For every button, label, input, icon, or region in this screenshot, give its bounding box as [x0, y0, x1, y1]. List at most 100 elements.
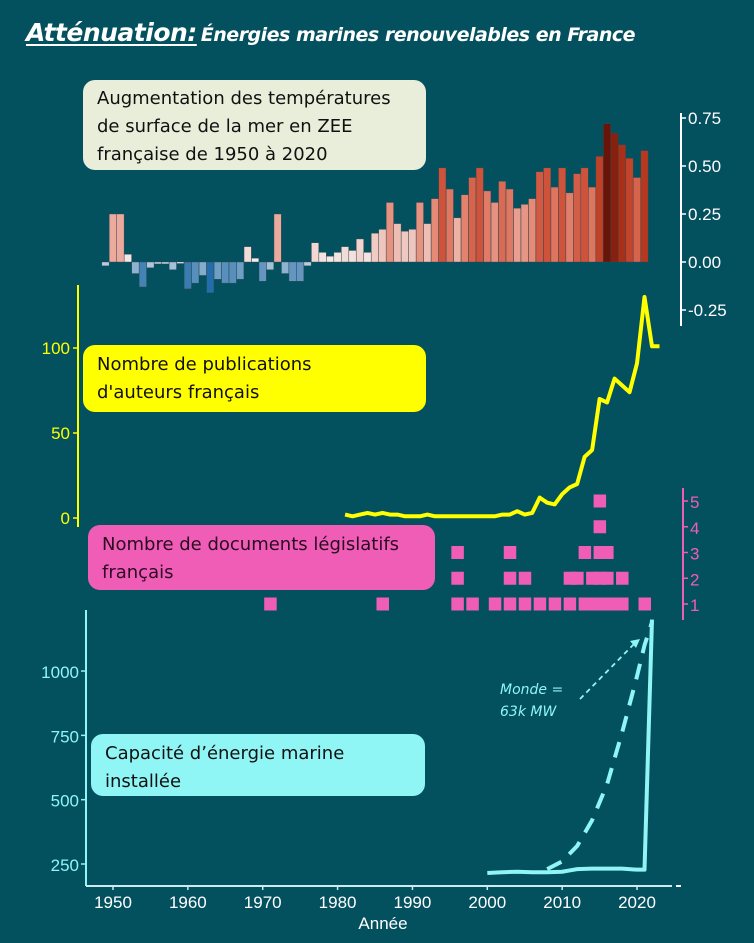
legislation-markers — [264, 494, 652, 611]
sst-bar — [236, 261, 245, 280]
sst-bar — [640, 150, 649, 263]
sst-bar — [131, 261, 140, 274]
x-tick-label: 1990 — [394, 893, 432, 912]
legislation-label-line: français — [102, 562, 174, 583]
legislation-marker — [503, 597, 517, 611]
legislation-marker — [616, 571, 629, 585]
sst-bar — [520, 204, 529, 263]
legislation-tick-label: 3 — [690, 545, 699, 564]
sst-label-line: de surface de la mer en ZEE — [97, 116, 353, 137]
sst-bar — [198, 261, 207, 276]
sst-bar — [535, 171, 544, 263]
capacity-france-line — [487, 619, 654, 876]
sst-bar — [191, 261, 200, 284]
sst-bar — [273, 213, 282, 263]
legislation-marker — [548, 597, 562, 611]
x-axis-title: Année — [358, 914, 407, 933]
legislation-marker — [616, 597, 629, 611]
legislation-marker — [376, 597, 389, 611]
sst-bar — [565, 192, 574, 263]
legislation-label: Nombre de documents législatifs français — [88, 525, 435, 590]
legislation-marker — [593, 494, 607, 508]
sst-tick-label: -0.25 — [688, 301, 727, 320]
legislation-marker — [518, 571, 532, 585]
capacity-tick-label: 750 — [51, 727, 79, 746]
legislation-marker — [451, 546, 464, 559]
sst-bar — [176, 261, 185, 264]
sst-bar — [513, 208, 522, 263]
sst-label: Augmentation des températures de surface… — [83, 80, 426, 170]
sst-bar — [550, 186, 559, 263]
legislation-marker — [578, 546, 592, 559]
sst-bar — [610, 133, 619, 263]
legislation-marker — [533, 597, 547, 611]
sst-bar — [311, 242, 319, 263]
sst-bar — [453, 217, 462, 263]
sst-bar — [558, 167, 566, 263]
x-tick-label: 1970 — [244, 893, 282, 912]
sst-bar — [101, 261, 110, 267]
sst-bar — [468, 177, 477, 263]
sst-bar — [124, 254, 132, 263]
x-tick-label: 1960 — [169, 893, 207, 912]
sst-bar — [356, 238, 364, 263]
x-tick-label: 1950 — [94, 893, 132, 912]
sst-bar — [633, 177, 641, 263]
legislation-marker — [601, 571, 614, 585]
sst-bar — [183, 261, 192, 290]
sst-bar — [251, 257, 260, 263]
sst-bar — [326, 256, 334, 263]
x-axis: 1950 1960 1970 1980 1990 2000 2010 2020 Année — [86, 885, 681, 933]
sst-bar — [423, 223, 432, 263]
sst-tick-label: 0.25 — [688, 205, 721, 224]
legislation-marker — [264, 597, 277, 611]
publications-tick-label: 0 — [61, 509, 70, 528]
sst-bar — [588, 186, 596, 263]
sst-bar — [371, 232, 379, 263]
capacity-label-line: installée — [105, 771, 182, 792]
capacity-tick-label: 1000 — [41, 663, 79, 682]
sst-bar — [281, 261, 289, 274]
legislation-tick-label: 4 — [690, 519, 699, 538]
world-annotation: Monde = — [500, 682, 563, 698]
legislation-marker — [638, 597, 652, 611]
x-tick-label: 2020 — [618, 893, 656, 912]
legislation-marker — [451, 571, 464, 585]
sst-bar — [258, 261, 267, 282]
sst-bar — [318, 252, 327, 263]
capacity-label-line: Capacité d’énergie marine — [105, 743, 345, 764]
sst-bar — [348, 250, 357, 263]
capacity-axis: 1000 750 500 250 — [41, 610, 87, 886]
sst-bar — [154, 261, 162, 265]
capacity-label: Capacité d’énergie marine installée — [91, 734, 425, 796]
capacity-tick-label: 500 — [51, 792, 79, 811]
legislation-tick-label: 5 — [690, 493, 699, 512]
legislation-tick-label: 1 — [690, 596, 699, 615]
sst-bar — [139, 261, 147, 288]
legislation-marker — [601, 546, 614, 559]
sst-bar — [146, 261, 155, 268]
publications-tick-label: 50 — [51, 424, 70, 443]
publications-label: Nombre de publications d'auteurs françai… — [83, 345, 426, 412]
sst-bar — [505, 188, 514, 263]
sst-bar — [288, 261, 297, 282]
legislation-marker — [488, 597, 502, 611]
legislation-marker — [503, 571, 517, 585]
capacity-tick-label: 250 — [51, 856, 79, 875]
publications-tick-label: 100 — [42, 339, 70, 358]
legislation-label-line: Nombre de documents législatifs — [102, 534, 400, 555]
sst-bar — [341, 246, 349, 263]
sst-bar — [595, 156, 604, 263]
sst-bar — [213, 261, 222, 280]
sst-bar — [386, 202, 394, 263]
sst-bar — [573, 173, 581, 263]
sst-bar — [303, 261, 312, 267]
sst-bar — [228, 261, 237, 284]
sst-bar — [618, 144, 626, 263]
sst-bar — [416, 202, 424, 263]
sst-bar — [543, 167, 551, 263]
arrow-head-icon — [630, 639, 640, 648]
sst-bar — [483, 190, 492, 263]
sst-bar — [296, 261, 304, 282]
